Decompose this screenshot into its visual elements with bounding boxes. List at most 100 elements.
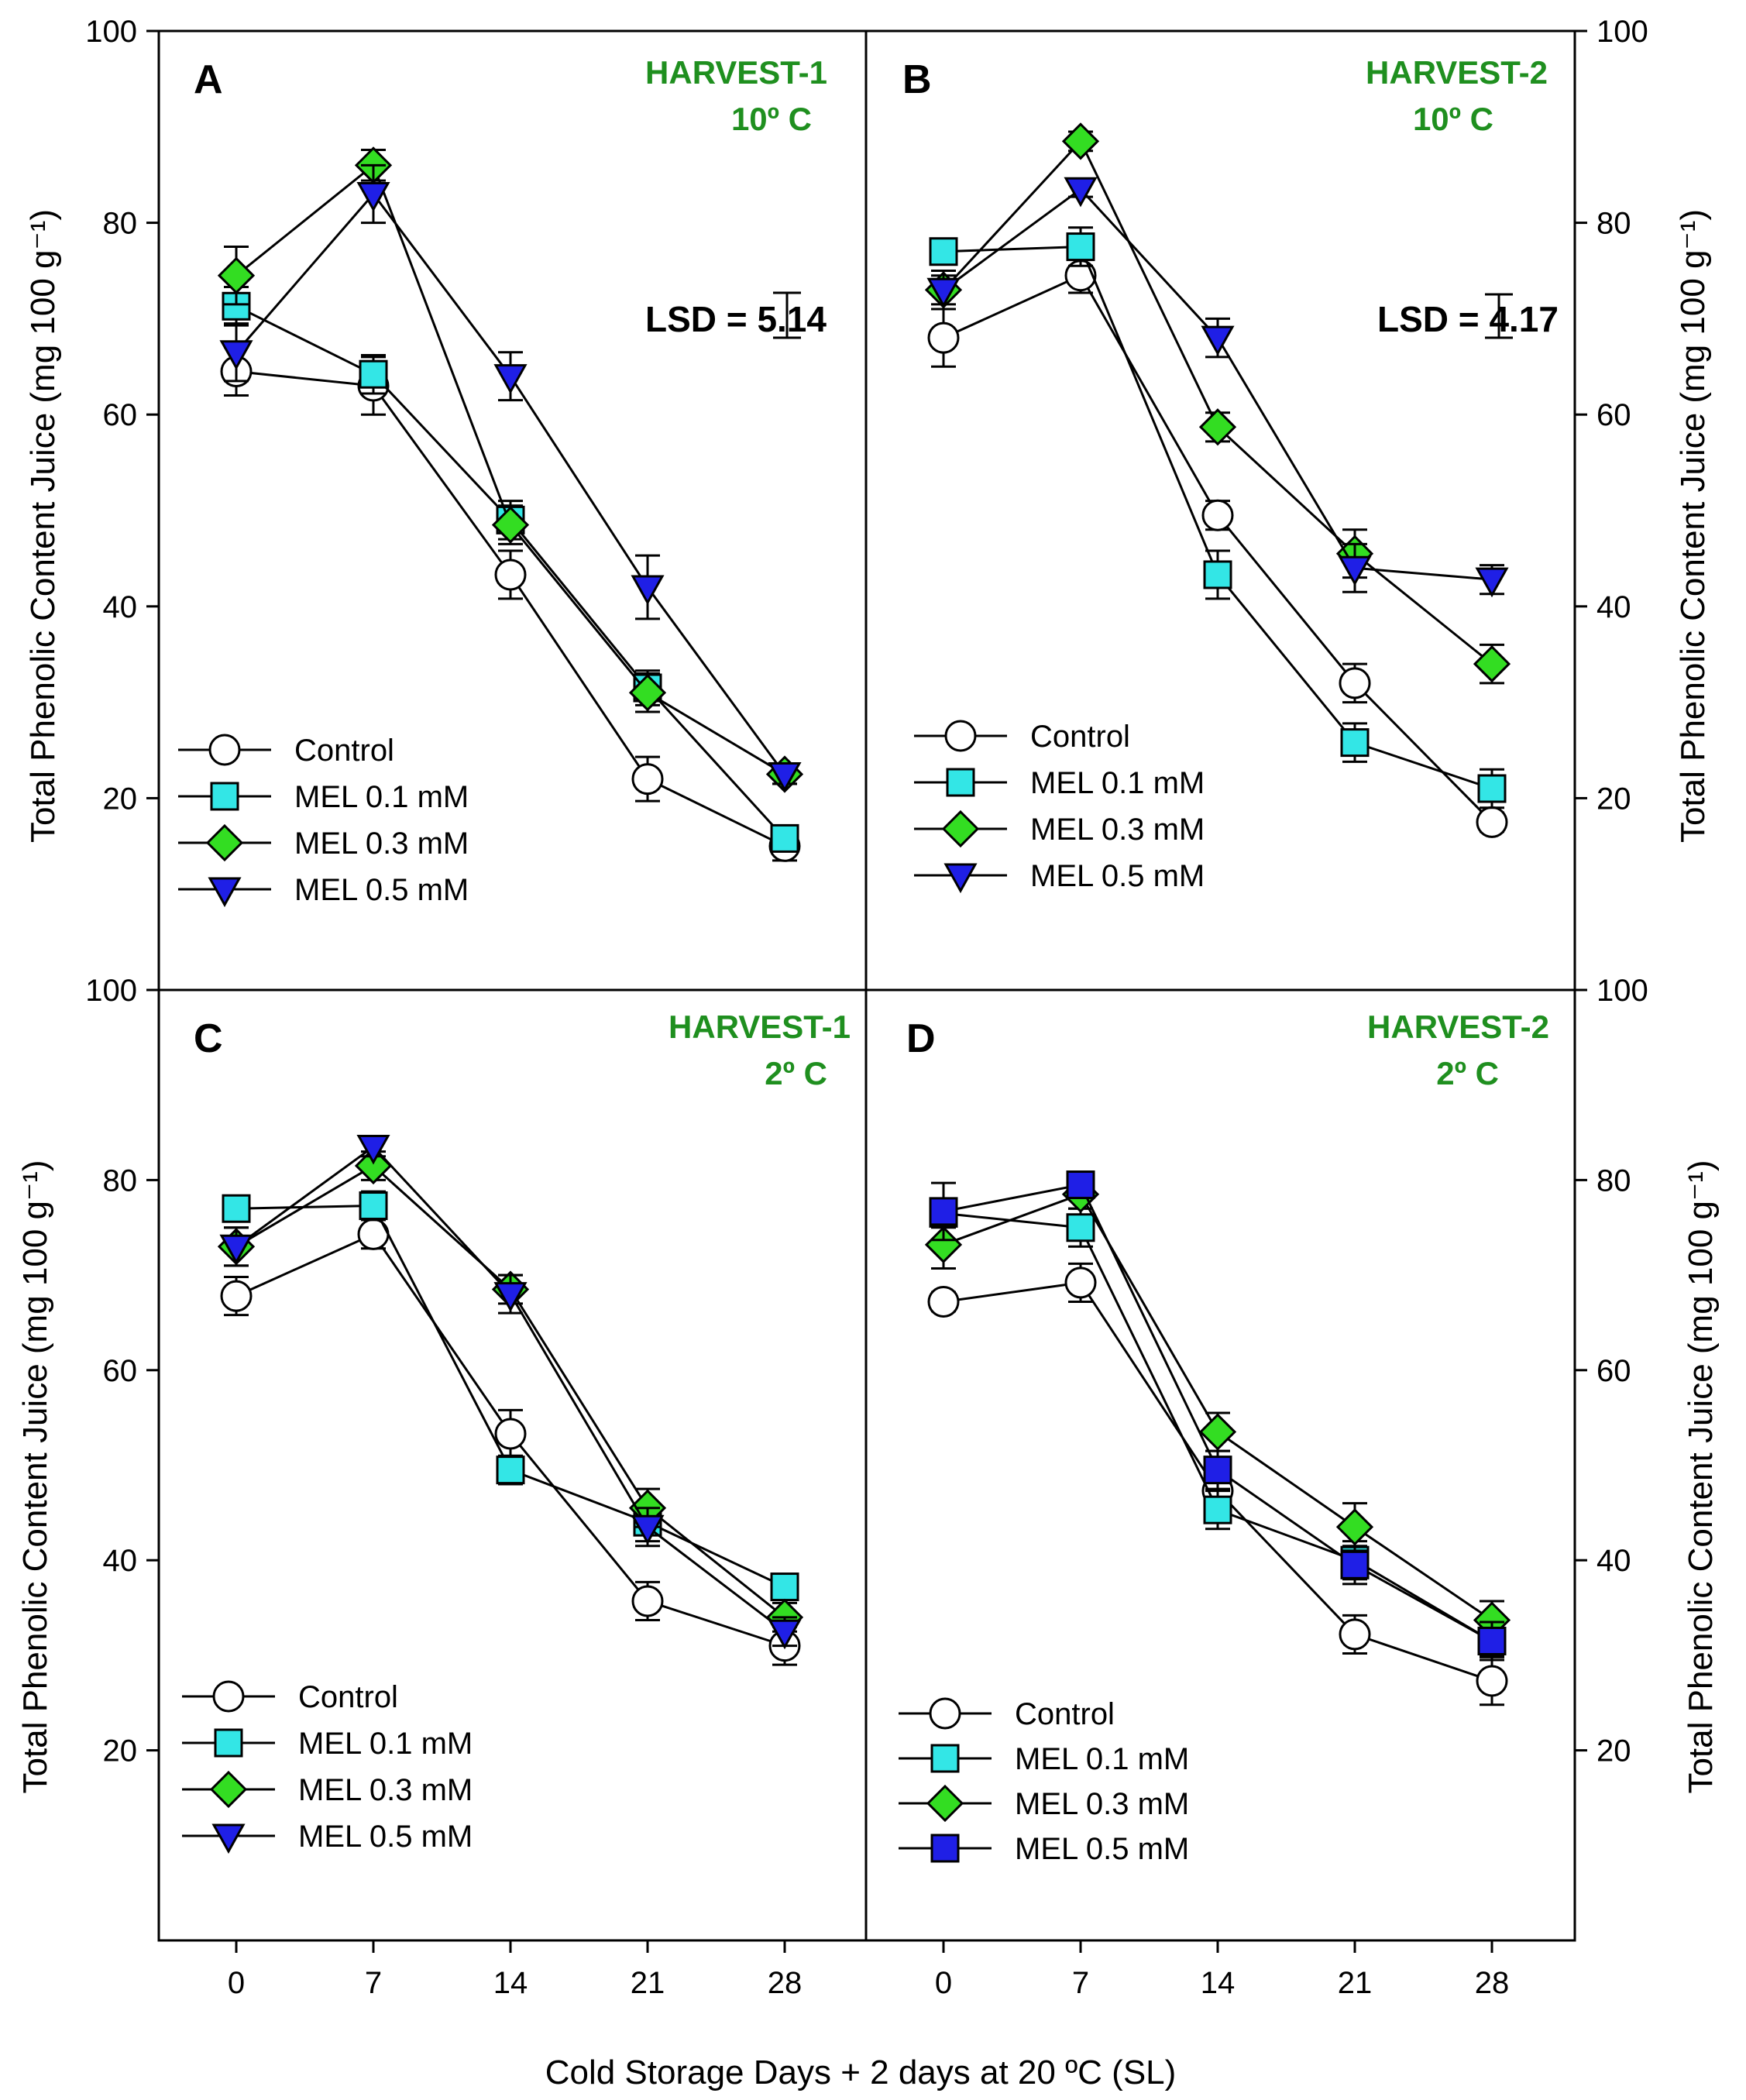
panel-letter: B (902, 57, 932, 102)
y-tick-label-right: 40 (1596, 590, 1631, 624)
y-tick-label-right: 20 (1596, 1734, 1631, 1768)
data-point (631, 575, 665, 606)
data-point (1064, 177, 1098, 208)
data-point (631, 763, 664, 796)
x-tick-label: 7 (365, 1966, 382, 2000)
legend-marker (212, 1680, 245, 1713)
data-point (217, 256, 256, 294)
y-tick-label-right: 100 (1596, 974, 1648, 1008)
y-axis-title: Total Phenolic Content Juice (mg 100 g⁻¹… (1674, 209, 1712, 843)
harvest-title: HARVEST-2 (1367, 1009, 1549, 1045)
x-tick-label: 0 (935, 1966, 952, 2000)
y-tick-label-left: 60 (103, 1354, 138, 1388)
y-tick-label-left: 40 (103, 1544, 138, 1578)
data-point (359, 359, 388, 389)
data-point (220, 1280, 253, 1312)
legend: Control MEL 0.1 mM MEL 0.3 mM MEL 0.5 mM (899, 1697, 1189, 1866)
data-point (1203, 560, 1232, 589)
data-point (493, 1282, 528, 1312)
legend-marker (930, 1834, 960, 1863)
y-tick-label-left: 80 (103, 1163, 138, 1198)
y-tick-label-right: 80 (1596, 1163, 1631, 1198)
legend-marker (210, 782, 239, 811)
panel-B: B HARVEST-2 10º C LSD = 4.17 Control MEL 0.1 … (902, 54, 1559, 894)
series-line (943, 1192, 1493, 1621)
data-point (1340, 1550, 1370, 1579)
series-mel-0-1-mm (222, 1190, 799, 1602)
data-point (1339, 667, 1371, 699)
data-point (927, 321, 960, 354)
y-tick-label-left: 20 (103, 1734, 138, 1768)
legend-marker (929, 1697, 961, 1730)
data-point (1473, 644, 1511, 683)
data-point (1201, 325, 1235, 356)
series-mel-0-5-mm (219, 163, 802, 792)
y-tick-label-left: 60 (103, 398, 138, 432)
legend-label: Control (298, 1680, 398, 1714)
data-point (768, 1619, 802, 1650)
data-point (1475, 567, 1509, 598)
data-point (494, 1418, 527, 1450)
data-point (491, 506, 530, 544)
data-point (1203, 1495, 1232, 1524)
legend-label: MEL 0.3 mM (294, 827, 469, 861)
series-control (927, 256, 1508, 838)
legend-label: MEL 0.5 mM (298, 1820, 473, 1854)
series-line (235, 1164, 785, 1618)
data-point (1476, 806, 1508, 838)
data-point (1340, 728, 1370, 758)
panel-D: D HARVEST-2 2º C Control MEL 0.1 mM MEL 0.3 m… (899, 1009, 1549, 1866)
data-point (1066, 232, 1095, 262)
data-point (494, 559, 527, 591)
legend-label: MEL 0.5 mM (294, 873, 469, 907)
harvest-title: HARVEST-2 (1366, 54, 1548, 91)
plot-frame (157, 29, 1576, 1942)
series-line (235, 1205, 785, 1588)
legend: Control MEL 0.1 mM MEL 0.3 mM MEL 0.5 mM (178, 734, 469, 908)
data-point (1064, 1267, 1097, 1299)
series-mel-0-3-mm (924, 1175, 1511, 1641)
y-axis-title: Total Phenolic Content Juice (mg 100 g⁻¹… (1682, 1160, 1720, 1793)
y-tick-label-right: 60 (1596, 398, 1631, 432)
legend-marker (926, 1784, 964, 1823)
data-point (1066, 1213, 1095, 1242)
legend-label: Control (294, 734, 394, 768)
y-tick-label-left: 80 (103, 207, 138, 241)
series-mel-0-3-mm (217, 146, 804, 793)
series-line (235, 369, 785, 847)
series-line (235, 1145, 785, 1633)
legend-marker (943, 863, 978, 894)
x-tick-label: 7 (1072, 1966, 1089, 2000)
x-axis-title: Cold Storage Days + 2 days at 20 ºC (SL) (545, 2054, 1177, 2091)
data-point (1476, 1665, 1508, 1697)
y-tick-label-left: 100 (85, 15, 137, 49)
panel-letter: A (194, 57, 223, 102)
temperature-label: 2º C (1436, 1055, 1499, 1091)
x-tick-label: 14 (493, 1966, 528, 2000)
legend-marker (208, 877, 242, 908)
x-tick-label: 21 (1338, 1966, 1373, 2000)
y-tick-label-right: 100 (1596, 15, 1648, 49)
data-point (222, 1194, 251, 1223)
x-tick-label: 14 (1201, 1966, 1236, 2000)
y-tick-label-right: 80 (1596, 207, 1631, 241)
data-point (1066, 1170, 1095, 1200)
data-point (1203, 1456, 1232, 1485)
data-point (1201, 499, 1234, 531)
temperature-label: 10º C (1413, 101, 1493, 137)
legend-marker (208, 734, 241, 766)
data-point (1061, 122, 1100, 160)
data-point (770, 1572, 799, 1602)
data-point (927, 1285, 960, 1318)
series-mel-0-1-mm (929, 226, 1507, 809)
data-point (628, 674, 667, 712)
temperature-label: 10º C (731, 101, 812, 137)
x-tick-label: 28 (1475, 1966, 1510, 2000)
data-point (1477, 774, 1507, 803)
legend-label: MEL 0.3 mM (1015, 1787, 1189, 1821)
legend-label: Control (1015, 1697, 1115, 1731)
data-point (1198, 1413, 1237, 1451)
data-point (219, 340, 253, 370)
series-mel-0-3-mm (217, 1146, 804, 1636)
data-point (493, 364, 528, 394)
